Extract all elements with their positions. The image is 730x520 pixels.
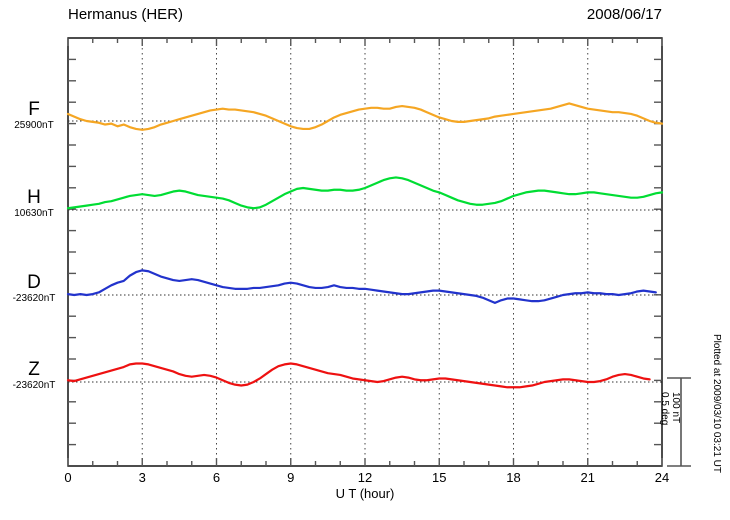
x-tick-label: 15 (432, 470, 447, 485)
component-baseline-h: 10630nT (14, 208, 54, 219)
x-tick-label: 0 (64, 470, 72, 485)
component-label-d: D -23620nT (2, 273, 66, 305)
component-symbol-h: H (27, 187, 41, 208)
component-label-f: F 25900nT (2, 100, 66, 132)
trace-z (66, 362, 651, 389)
x-tick-label: 24 (654, 470, 670, 485)
component-label-z: Z -23620nT (2, 360, 66, 392)
x-tick-label: 6 (212, 470, 221, 485)
component-label-h: H 10630nT (2, 188, 66, 220)
scale-bar-nt: 100 nT (670, 392, 681, 424)
x-tick-label: 18 (506, 470, 521, 485)
scale-bar-deg: 0.5 deg (659, 392, 670, 426)
component-symbol-d: D (27, 272, 41, 293)
component-symbol-z: Z (28, 359, 40, 380)
page-title: Hermanus (HER) (68, 6, 184, 23)
trace-h (66, 176, 664, 210)
scale-bar-label: 100 nT 0.5 deg (659, 392, 681, 462)
x-tick-label: 3 (138, 470, 146, 485)
trace-f (66, 102, 664, 131)
x-tick-label: 21 (580, 470, 595, 485)
x-axis-title: U T (hour) (335, 486, 395, 501)
component-baseline-z: -23620nT (12, 380, 56, 391)
x-tick-label: 12 (357, 470, 373, 485)
trace-d (66, 269, 657, 305)
component-baseline-f: 25900nT (14, 120, 54, 131)
plot-frame (67, 37, 663, 467)
x-tick-label: 9 (287, 470, 295, 485)
component-baseline-d: -23620nT (12, 293, 56, 304)
plotted-at-stamp: Plotted at 2009/03/10 03:21 UT (711, 334, 722, 473)
observation-date: 2008/06/17 (586, 6, 662, 23)
component-symbol-f: F (28, 99, 40, 120)
